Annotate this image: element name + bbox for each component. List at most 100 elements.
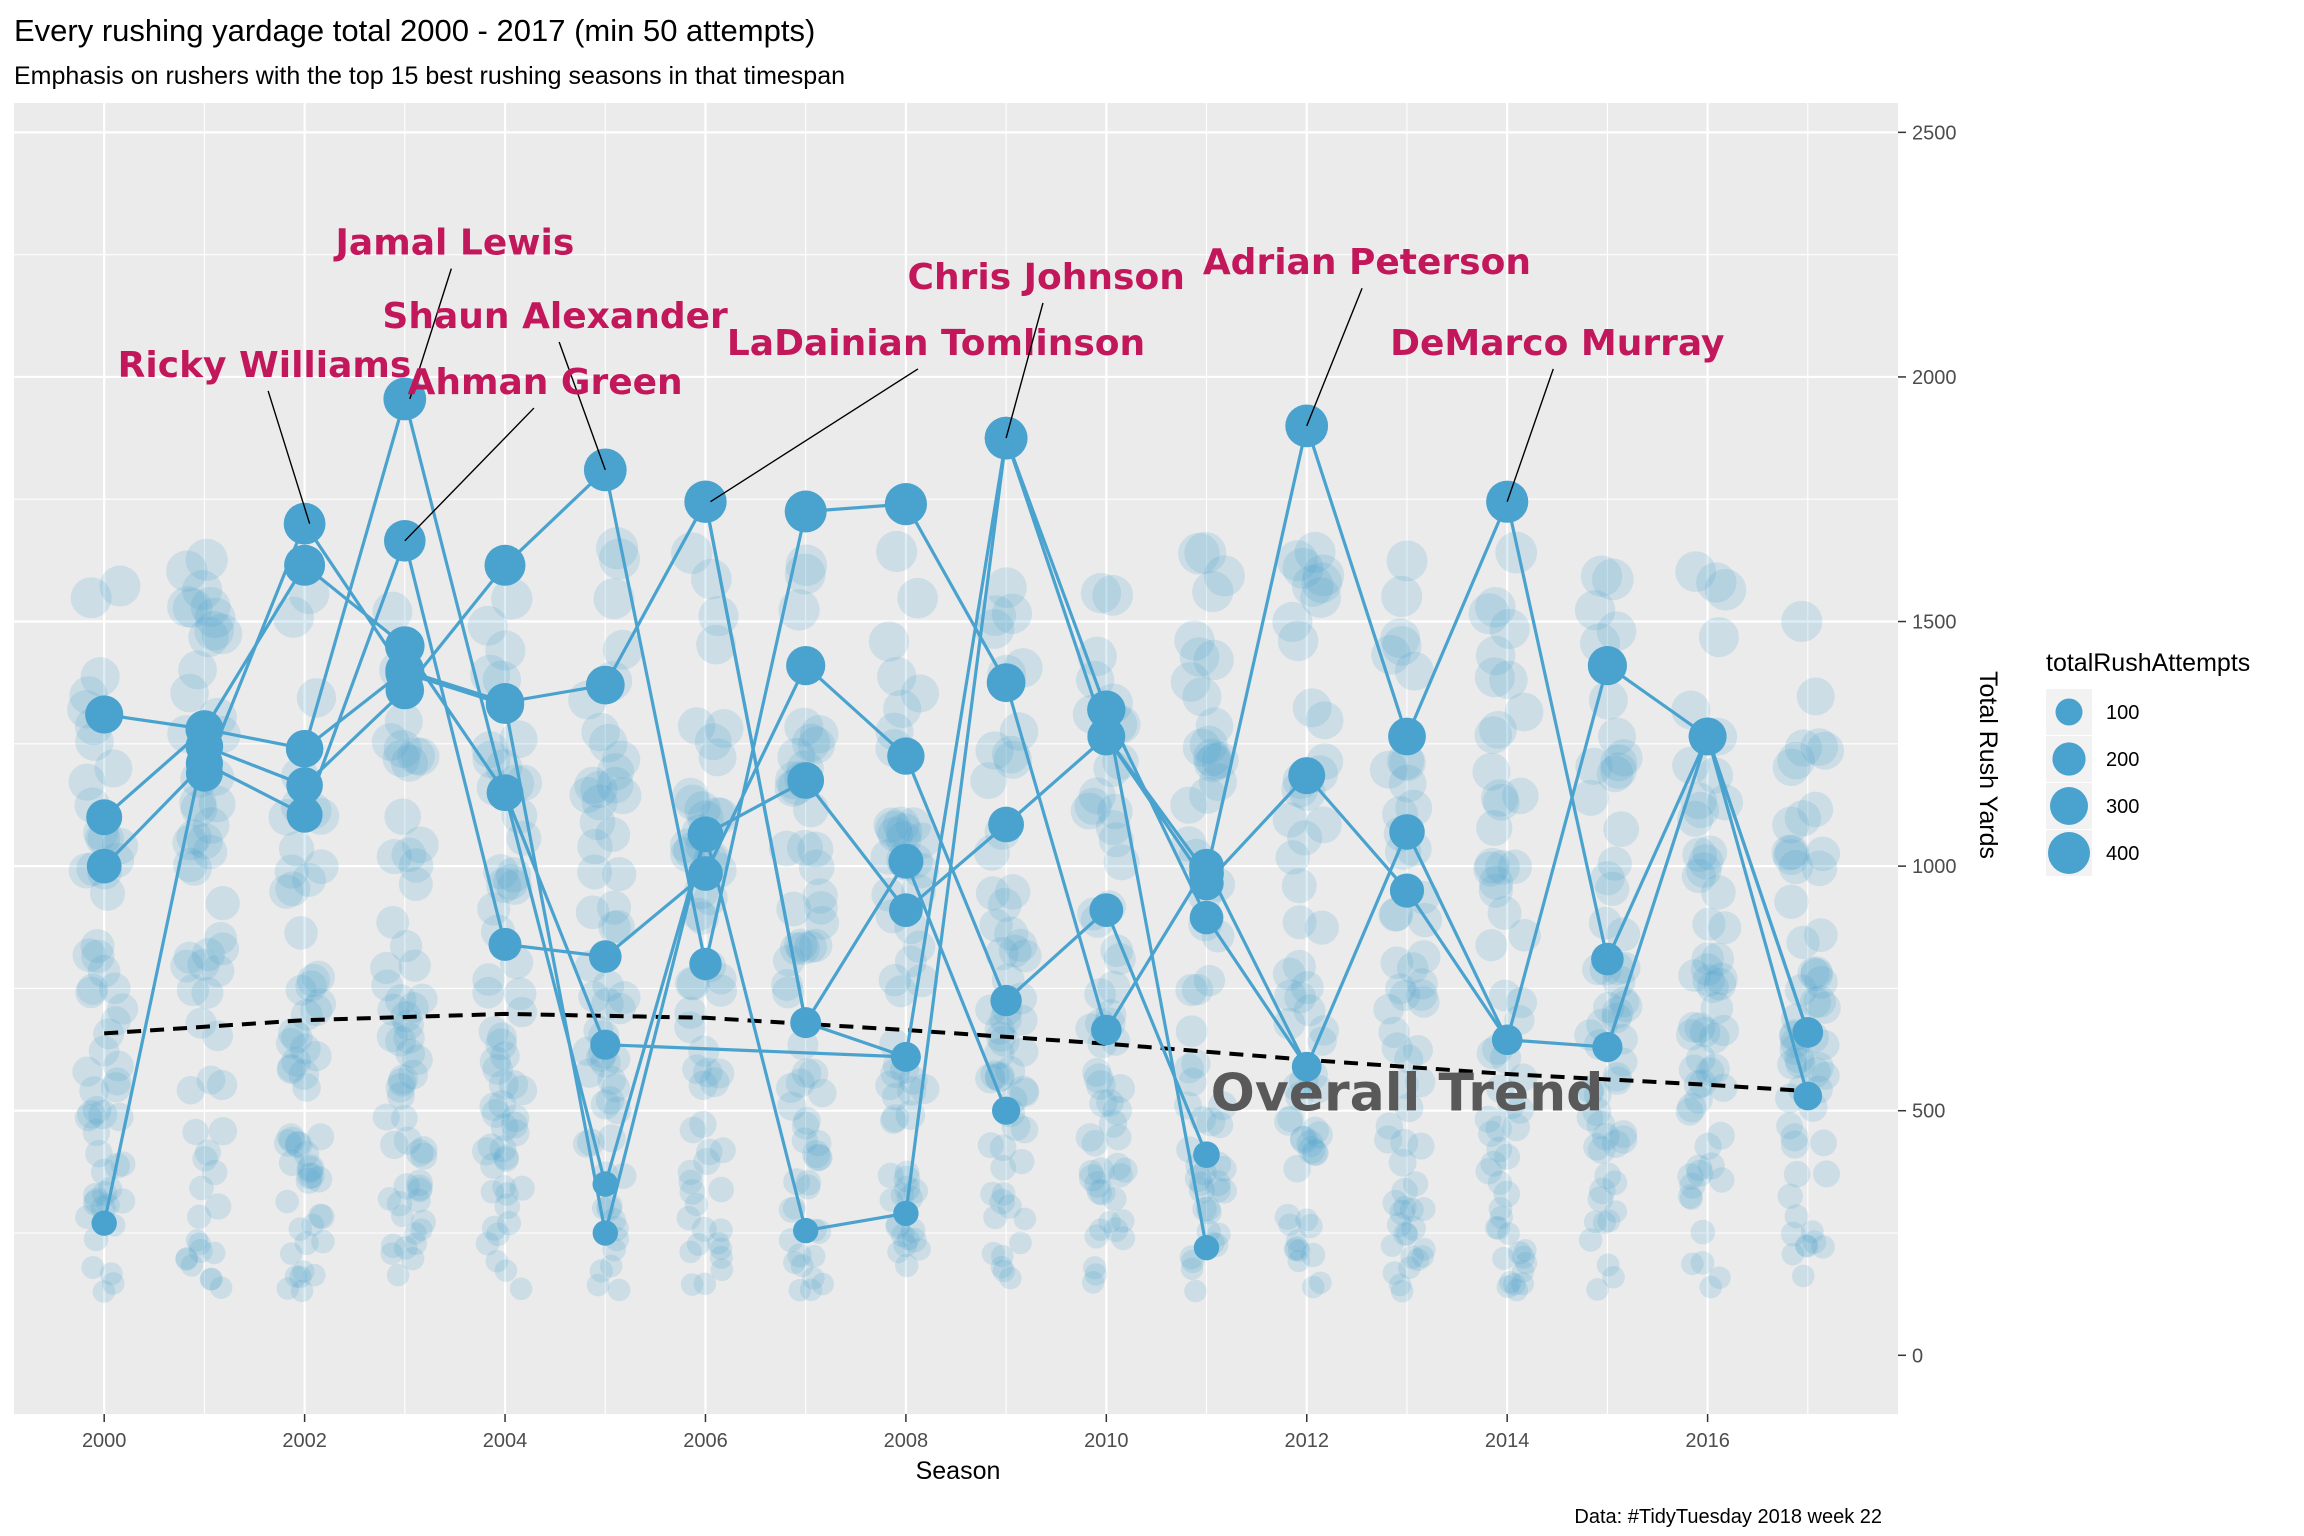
background-point — [893, 1165, 921, 1193]
background-point — [1681, 858, 1717, 894]
background-point — [1394, 651, 1434, 691]
background-point — [595, 817, 631, 853]
background-point — [101, 1272, 125, 1295]
background-point — [1506, 1095, 1535, 1124]
background-point — [598, 538, 641, 580]
background-point — [486, 1022, 517, 1053]
background-point — [805, 905, 840, 940]
background-point — [1411, 1196, 1436, 1221]
background-point — [1103, 844, 1140, 881]
background-point — [1497, 1091, 1525, 1120]
x-tick-label: 2006 — [683, 1430, 728, 1452]
background-point — [709, 1218, 733, 1243]
background-point — [770, 968, 803, 1001]
background-point — [1706, 1121, 1735, 1150]
background-point — [1180, 1257, 1204, 1281]
background-point — [186, 823, 223, 860]
background-point — [1583, 1210, 1607, 1234]
background-point — [290, 998, 323, 1031]
background-point — [1602, 1170, 1628, 1196]
background-point — [1009, 1037, 1039, 1067]
background-point — [1388, 764, 1427, 803]
y-tick-label: 1500 — [1912, 612, 1957, 634]
background-point — [1598, 717, 1637, 756]
background-point — [1178, 532, 1220, 575]
background-point — [1289, 1125, 1316, 1152]
overall-trend-line — [104, 1011, 1808, 1094]
background-point — [1804, 965, 1838, 999]
background-point — [677, 1159, 704, 1186]
background-point — [990, 1255, 1014, 1279]
background-point — [1393, 1195, 1417, 1220]
background-point — [1485, 1115, 1512, 1142]
background-point — [76, 973, 109, 1005]
background-point — [496, 869, 533, 905]
background-point — [1811, 1061, 1840, 1090]
background-point — [884, 975, 917, 1008]
background-point — [1411, 1245, 1435, 1268]
background-point — [1511, 1272, 1535, 1296]
background-point — [491, 578, 533, 620]
background-point — [674, 996, 707, 1030]
background-point — [691, 1216, 717, 1242]
background-point — [1196, 1196, 1221, 1222]
background-point — [1502, 1113, 1531, 1142]
background-point — [182, 569, 223, 611]
background-point — [1013, 1207, 1037, 1231]
background-point — [176, 974, 210, 1007]
background-point — [188, 1238, 213, 1264]
background-point — [893, 1233, 918, 1258]
background-point — [1482, 783, 1520, 821]
background-point — [1800, 1057, 1831, 1088]
background-point — [488, 1069, 519, 1100]
background-point — [699, 1067, 730, 1098]
annotation-connector — [267, 390, 311, 524]
background-point — [684, 1192, 709, 1217]
trend-line — [104, 1011, 1808, 1094]
background-point — [485, 630, 526, 671]
background-point — [1479, 710, 1517, 749]
x-tick-label: 2016 — [1685, 1430, 1730, 1452]
background-point — [1402, 1035, 1433, 1066]
background-point — [1685, 852, 1722, 888]
background-point — [1089, 1089, 1118, 1118]
background-point — [1473, 851, 1509, 887]
background-point — [991, 735, 1030, 774]
background-point — [1502, 777, 1539, 815]
background-point — [277, 1053, 306, 1083]
background-point — [802, 1140, 831, 1169]
background-point — [574, 1058, 605, 1088]
background-point — [1771, 834, 1808, 871]
background-point — [894, 1160, 920, 1186]
background-point — [1474, 1105, 1502, 1133]
background-point — [376, 838, 412, 875]
highlight-point — [884, 483, 928, 526]
background-point — [985, 936, 1019, 971]
background-point — [1784, 974, 1818, 1007]
background-point — [304, 988, 337, 1020]
background-point — [1478, 865, 1514, 900]
highlight-point — [1792, 1017, 1824, 1048]
background-point — [1078, 1164, 1107, 1192]
background-point — [298, 1162, 325, 1189]
background-point — [1800, 958, 1833, 992]
background-point — [1282, 949, 1316, 984]
background-point — [1806, 731, 1845, 770]
grid-lines — [14, 103, 1898, 1414]
background-point — [1583, 1133, 1611, 1161]
background-point — [879, 1107, 907, 1134]
background-point — [1708, 1266, 1731, 1290]
background-point — [1391, 1177, 1418, 1205]
background-point — [795, 1169, 822, 1196]
background-point — [410, 1209, 436, 1235]
background-point — [799, 1278, 823, 1302]
background-point — [1080, 572, 1122, 614]
annotation-connector — [1306, 287, 1363, 427]
background-point — [1486, 1136, 1513, 1163]
background-point — [370, 951, 403, 985]
background-point — [1608, 986, 1640, 1018]
background-point — [1097, 970, 1131, 1004]
background-point — [1691, 942, 1725, 975]
background-point — [372, 1103, 400, 1131]
background-point — [979, 908, 1013, 943]
